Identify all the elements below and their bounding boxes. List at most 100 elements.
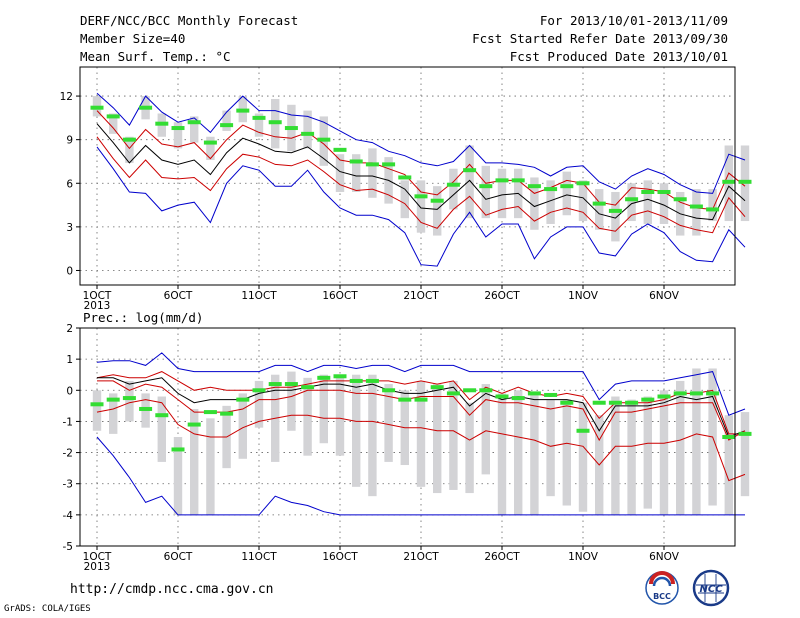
ncc-logo-text: NCC xyxy=(699,584,723,595)
ensemble-box xyxy=(562,399,571,506)
climatology-marker xyxy=(641,189,655,194)
ensemble-box xyxy=(611,396,620,515)
climatology-marker xyxy=(349,159,363,164)
climatology-marker xyxy=(673,197,687,202)
x-tick-label: 21OCT xyxy=(403,551,439,563)
climatology-marker xyxy=(479,184,493,189)
climatology-marker xyxy=(495,394,509,399)
ensemble-box xyxy=(173,122,183,149)
y-tick-label: 0 xyxy=(66,385,73,397)
x-tick-label: 26OCT xyxy=(484,551,520,563)
series-line-mean xyxy=(97,377,746,438)
x-tick-label: 1NOV xyxy=(568,551,599,563)
climatology-marker xyxy=(349,378,363,383)
panel1-variable-label: Mean Surf. Temp.: °C xyxy=(80,49,231,64)
climatology-marker xyxy=(560,184,574,189)
ensemble-box xyxy=(546,399,555,497)
series-line-max xyxy=(96,92,746,194)
ensemble-box xyxy=(578,180,588,222)
climatology-marker xyxy=(317,137,331,142)
ensemble-box xyxy=(708,189,717,222)
precipitation-panel: 1OCT 6OCT 11OCT 16OCT 21OCT 26OCT 1NOV 6NOV 2013… xyxy=(63,310,752,573)
climatology-marker xyxy=(220,411,234,416)
climatology-marker xyxy=(106,114,120,119)
climatology-marker xyxy=(122,137,136,142)
ensemble-box xyxy=(352,374,361,487)
climatology-marker xyxy=(527,184,541,189)
climatology-marker xyxy=(171,447,185,452)
x-tick-label: 6NOV xyxy=(649,290,680,302)
climatology-marker xyxy=(430,198,444,203)
climatology-marker xyxy=(608,208,622,213)
y-tick-label: 12 xyxy=(60,91,73,103)
climatology-marker xyxy=(657,189,671,194)
ensemble-box xyxy=(173,437,183,515)
ensemble-box xyxy=(724,415,733,515)
ensemble-box xyxy=(254,380,264,428)
bcc-logo: BCC xyxy=(645,571,679,605)
ensemble-box xyxy=(562,171,571,216)
ensemble-box xyxy=(676,380,685,515)
y-tick-label: 6 xyxy=(66,178,73,190)
x-tick-label: 6OCT xyxy=(164,290,193,302)
y-tick-label: 3 xyxy=(66,222,73,234)
x-tick-label: 16OCT xyxy=(322,551,358,563)
climatology-marker xyxy=(284,382,298,387)
climatology-marker xyxy=(187,120,201,125)
series-line-minus-2sd xyxy=(96,399,746,482)
bcc-logo-text: BCC xyxy=(653,592,671,601)
ensemble-box xyxy=(303,377,312,456)
ensemble-box xyxy=(206,136,215,161)
climatology-marker xyxy=(90,402,104,407)
climatology-marker xyxy=(446,391,460,396)
ensemble-box xyxy=(335,374,345,456)
series-line-mean xyxy=(96,123,746,221)
climatology-marker xyxy=(414,194,428,199)
x-tick-label: 6OCT xyxy=(164,551,193,563)
source-url-link[interactable]: http://cmdp.ncc.cma.gov.cn xyxy=(70,582,274,597)
ensemble-box xyxy=(514,390,523,515)
x-tick-label: 26OCT xyxy=(484,290,520,302)
climatology-marker xyxy=(738,431,752,436)
climatology-marker xyxy=(236,108,250,113)
climatology-marker xyxy=(155,121,169,126)
climatology-marker xyxy=(155,413,169,418)
ensemble-box xyxy=(643,396,652,509)
y-tick-label: 0 xyxy=(66,265,73,277)
climatology-marker xyxy=(284,126,298,131)
ensemble-box xyxy=(465,145,474,219)
y-tick-label: -3 xyxy=(63,479,73,491)
ensemble-box xyxy=(627,183,636,222)
climatology-marker xyxy=(382,388,396,393)
climatology-marker xyxy=(689,391,703,396)
series-line-plus-sd xyxy=(96,110,746,210)
climatology-marker xyxy=(252,115,266,120)
climatology-marker xyxy=(511,178,525,183)
panel2-variable-label: Prec.: log(mm/d) xyxy=(83,310,203,325)
x-year-label: 2013 xyxy=(84,300,111,312)
ensemble-box xyxy=(449,168,458,210)
ensemble-box xyxy=(611,191,620,242)
y-tick-label: -5 xyxy=(63,541,73,553)
climatology-marker xyxy=(203,410,217,415)
ensemble-box xyxy=(352,154,361,192)
fcst-started-label: Fcst Started Refer Date 2013/09/30 xyxy=(472,31,728,46)
series-line-min xyxy=(96,146,746,267)
temperature-panel: 1OCT 6OCT 11OCT 16OCT 21OCT 26OCT 1NOV 6NOV 2013… xyxy=(60,66,752,312)
ensemble-box xyxy=(254,113,264,137)
x-tick-label: 16OCT xyxy=(322,290,358,302)
climatology-marker xyxy=(560,400,574,405)
series-line-minus-sd xyxy=(96,136,746,234)
climatology-marker xyxy=(365,378,379,383)
climatology-marker xyxy=(333,374,347,379)
plot-frame xyxy=(79,66,736,286)
forecast-period-label: For 2013/10/01-2013/11/09 xyxy=(539,13,728,28)
ensemble-box xyxy=(384,384,393,462)
climatology-marker xyxy=(382,162,396,167)
ensemble-box xyxy=(433,384,442,494)
ensemble-box xyxy=(692,189,701,236)
ensemble-box xyxy=(303,110,312,149)
y-tick-label: 9 xyxy=(66,135,73,147)
climatology-marker xyxy=(544,392,558,397)
